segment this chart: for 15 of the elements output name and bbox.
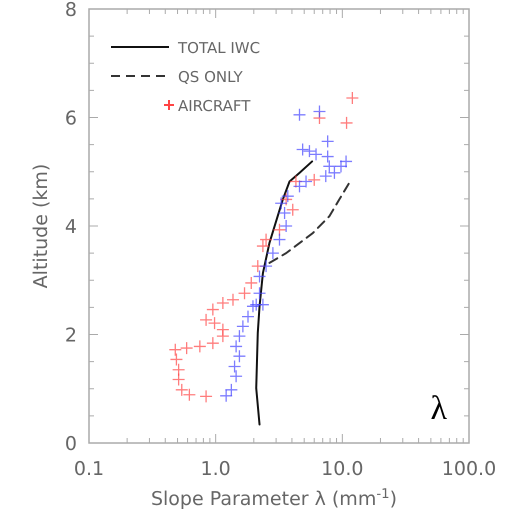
annotation: λ: [430, 390, 448, 427]
legend-label: TOTAL IWC: [177, 39, 260, 57]
x-tick-label: 100.0: [442, 458, 496, 480]
y-tick-label: 0: [64, 433, 77, 455]
legend-label: QS ONLY: [178, 68, 244, 86]
y-tick-label: 4: [64, 216, 77, 238]
legend-label: AIRCRAFT: [178, 97, 252, 115]
y-tick-label: 2: [64, 324, 77, 346]
x-tick-label: 10.0: [321, 458, 364, 480]
x-axis-title: Slope Parameter λ (mm$^{-1}$): [150, 486, 398, 510]
y-tick-label: 8: [64, 0, 77, 21]
y-axis-title: Altitude (km): [30, 164, 52, 288]
x-tick-label: 1.0: [200, 458, 231, 480]
x-tick-label: 0.1: [74, 458, 104, 480]
y-tick-label: 6: [64, 108, 77, 130]
